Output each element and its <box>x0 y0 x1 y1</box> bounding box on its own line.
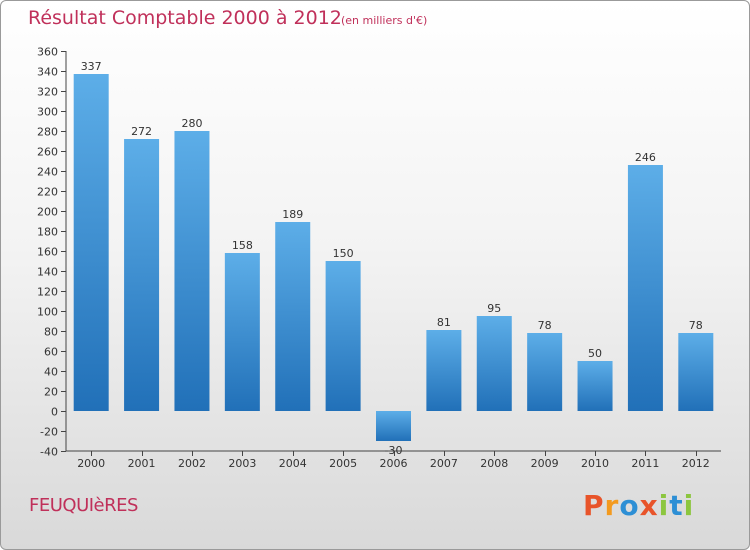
y-tick-label: 220 <box>37 186 58 199</box>
data-label-2007: 81 <box>437 316 451 329</box>
y-tick-label: 260 <box>37 146 58 159</box>
bars <box>73 74 714 441</box>
bar-2007 <box>426 330 462 411</box>
x-tick-label: 2012 <box>682 457 710 470</box>
data-label-2008: 95 <box>487 302 501 315</box>
chart-subtitle: (en milliers d'€) <box>341 14 428 27</box>
logo-letter: x <box>639 489 659 522</box>
y-tick-label: 280 <box>37 126 58 139</box>
y-tick-label: 0 <box>51 406 58 419</box>
data-label-2012: 78 <box>689 319 703 332</box>
x-tick-label: 2001 <box>128 457 156 470</box>
x-tick-label: 2006 <box>380 457 408 470</box>
bar-2001 <box>124 139 160 411</box>
data-label-2005: 150 <box>333 247 354 260</box>
y-tick-label: 100 <box>37 306 58 319</box>
data-label-2002: 280 <box>181 117 202 130</box>
bar-2008 <box>476 316 512 411</box>
data-label-2009: 78 <box>538 319 552 332</box>
logo-letter: i <box>658 489 670 522</box>
bar-2004 <box>275 222 311 411</box>
x-tick-label: 2010 <box>581 457 609 470</box>
y-tick-label: 300 <box>37 106 58 119</box>
y-tick-label: 360 <box>37 46 58 59</box>
y-tick-label: 160 <box>37 246 58 259</box>
data-label-2000: 337 <box>81 60 102 73</box>
y-tick-label: -40 <box>40 446 58 459</box>
data-label-2003: 158 <box>232 239 253 252</box>
bar-2011 <box>627 165 663 411</box>
data-label-2010: 50 <box>588 347 602 360</box>
logo-letter: i <box>683 489 695 522</box>
y-tick-label: 40 <box>44 366 58 379</box>
y-tick-label: 320 <box>37 86 58 99</box>
logo-letter: o <box>619 489 640 522</box>
axes: -40 -20 0 20 40 60 80 100 120 140 160 180 200 220 240 2… <box>37 46 721 470</box>
y-tick-label: 180 <box>37 226 58 239</box>
y-tick-label: 140 <box>37 266 58 279</box>
proxiti-logo[interactable]: Proxiti <box>583 489 694 522</box>
x-tick-label: 2003 <box>228 457 256 470</box>
y-tick-label: 340 <box>37 66 58 79</box>
x-tick-label: 2000 <box>77 457 105 470</box>
bar-2010 <box>577 361 613 411</box>
y-tick-label: 200 <box>37 206 58 219</box>
bar-2006 <box>376 411 411 441</box>
bar-2012 <box>678 333 714 411</box>
y-tick-label: 240 <box>37 166 58 179</box>
bar-2000 <box>73 74 109 411</box>
bar-2005 <box>325 261 361 411</box>
bar-2003 <box>224 253 260 411</box>
data-label-2006: -30 <box>385 444 403 457</box>
commune-name: FEUQUIèRES <box>29 495 138 516</box>
bar-2002 <box>174 131 210 411</box>
x-tick-label: 2009 <box>531 457 559 470</box>
y-tick-label: 120 <box>37 286 58 299</box>
logo-letter: P <box>583 489 605 522</box>
x-tick-label: 2005 <box>329 457 357 470</box>
y-tick-label: 60 <box>44 346 58 359</box>
chart-title: Résultat Comptable 2000 à 2012 <box>28 7 342 29</box>
x-tick-label: 2004 <box>279 457 307 470</box>
logo-letter: t <box>669 489 684 522</box>
x-tick-label: 2007 <box>430 457 458 470</box>
bar-2009 <box>527 333 563 411</box>
y-tick-label: -20 <box>40 426 58 439</box>
logo-letter: r <box>604 489 620 522</box>
y-tick-label: 20 <box>44 386 58 399</box>
y-tick-label: 80 <box>44 326 58 339</box>
x-tick-label: 2008 <box>480 457 508 470</box>
x-tick-label: 2011 <box>631 457 659 470</box>
data-label-2001: 272 <box>131 125 152 138</box>
data-label-2011: 246 <box>635 151 656 164</box>
x-tick-label: 2002 <box>178 457 206 470</box>
data-label-2004: 189 <box>282 208 303 221</box>
data-labels: 337 272 280 158 189 150 -30 81 95 78 50 246 78 <box>81 60 703 457</box>
